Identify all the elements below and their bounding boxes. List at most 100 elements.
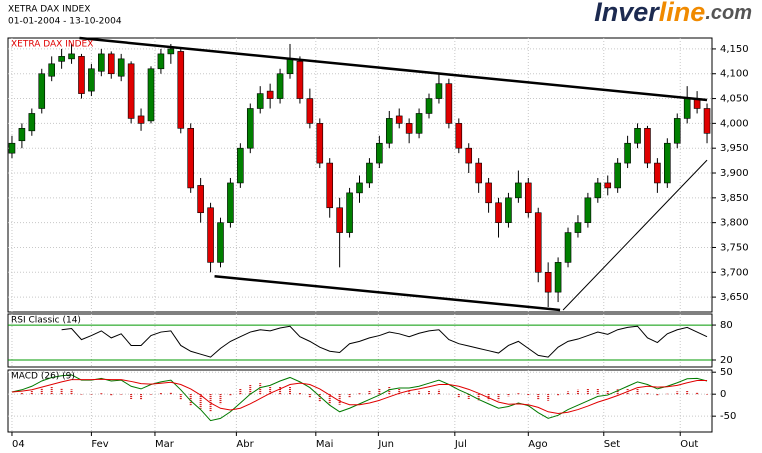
- y-tick-label: 4,000: [720, 118, 749, 129]
- candle-body: [48, 63, 55, 77]
- candle-body: [574, 222, 582, 233]
- y-tick-label: 3,650: [720, 292, 749, 303]
- candle-body: [415, 113, 423, 134]
- candle-body: [38, 73, 46, 109]
- candle-body: [594, 182, 602, 199]
- y-tick-label: 50: [720, 367, 733, 378]
- candle-body: [316, 123, 324, 164]
- candle-body: [554, 262, 562, 293]
- line: [11, 374, 708, 422]
- candle-body: [68, 53, 75, 60]
- y-tick-label: 3,800: [720, 218, 749, 229]
- candle-body: [326, 162, 334, 209]
- panel-title: RSI Classic (14): [11, 316, 81, 326]
- candle-body: [256, 93, 264, 109]
- candle-body: [58, 56, 65, 62]
- candle-body: [187, 128, 195, 189]
- y-tick-label: 20: [720, 355, 733, 366]
- candle-body: [177, 51, 185, 129]
- title: XETRA DAX INDEX: [8, 5, 90, 15]
- logo-part: Inver: [594, 0, 660, 27]
- candle-body: [425, 98, 433, 114]
- candle-body: [445, 83, 453, 124]
- candle-body: [157, 53, 165, 70]
- logo-part: line: [659, 0, 706, 27]
- panel-frame: [7, 313, 713, 368]
- x-tick-label: Abr: [236, 439, 254, 450]
- candle-body: [127, 63, 135, 119]
- y-tick-label: 3,950: [720, 143, 749, 154]
- candle-body: [107, 53, 115, 75]
- panel-frame: [7, 37, 713, 313]
- candle-body: [366, 162, 373, 184]
- y-tick-label: 80: [720, 320, 733, 331]
- date-range: 01-01-2004 - 13-10-2004: [8, 17, 122, 27]
- candle-body: [634, 128, 641, 144]
- candle-body: [137, 115, 145, 124]
- x-tick-label: 04: [12, 439, 25, 450]
- x-tick-label: Jul: [454, 439, 467, 450]
- candle-body: [654, 162, 661, 184]
- line: [61, 325, 708, 358]
- trend-line: [562, 159, 708, 311]
- candle-body: [246, 108, 254, 149]
- candle-body: [644, 128, 651, 164]
- x-tick-label: Fev: [91, 439, 108, 450]
- y-tick-label: 0: [720, 389, 726, 400]
- candle-body: [296, 61, 304, 99]
- candle-body: [237, 147, 244, 184]
- candle-body: [534, 212, 542, 273]
- candle-body: [385, 118, 393, 144]
- y-tick-label: 3,750: [720, 242, 749, 253]
- x-tick-label: Mai: [316, 439, 334, 450]
- candle-body: [227, 182, 234, 223]
- candle-body: [485, 182, 492, 204]
- y-tick-label: 3,850: [720, 193, 749, 204]
- y-tick-label: 3,700: [720, 267, 749, 278]
- candle-body: [276, 73, 284, 99]
- candle-body: [664, 142, 671, 184]
- candle-body: [167, 48, 175, 55]
- y-tick-label: -50: [720, 411, 736, 422]
- candle-body: [465, 147, 473, 164]
- logo: Inverline.com: [594, 0, 752, 27]
- candle-body: [336, 207, 343, 233]
- x-tick-label: Set: [604, 439, 621, 450]
- candle-body: [564, 232, 572, 263]
- candle-body: [117, 58, 125, 77]
- candle-body: [147, 68, 155, 122]
- trend-line: [214, 275, 561, 312]
- candle-body: [515, 182, 522, 199]
- candle-body: [525, 182, 532, 214]
- candle-body: [376, 142, 383, 164]
- candle-body: [544, 271, 552, 293]
- candle-body: [614, 162, 621, 189]
- candle-body: [306, 98, 314, 124]
- x-tick-label: Mar: [155, 439, 175, 450]
- candle-body: [356, 182, 363, 194]
- y-tick-label: 3,900: [720, 168, 749, 179]
- candle-body: [624, 142, 631, 164]
- candle-body: [395, 115, 403, 124]
- candle-body: [703, 108, 711, 134]
- candle-body: [346, 192, 353, 233]
- candle-body: [217, 222, 224, 263]
- candle-body: [604, 182, 612, 189]
- candle-body: [475, 162, 482, 184]
- candle-body: [78, 56, 85, 94]
- y-tick-label: 4,150: [720, 44, 749, 55]
- x-tick-label: Jun: [377, 439, 394, 450]
- candle-body: [8, 142, 16, 154]
- y-tick-label: 4,050: [720, 94, 749, 105]
- candle-body: [266, 90, 274, 99]
- candle-body: [405, 123, 413, 134]
- candle-body: [98, 53, 105, 72]
- x-tick-label: Out: [680, 439, 698, 450]
- y-tick-label: 4,100: [720, 69, 749, 80]
- candle-body: [505, 197, 512, 223]
- candle-body: [584, 197, 592, 223]
- panel-title: XETRA DAX INDEX: [11, 40, 93, 50]
- candle-body: [18, 128, 26, 142]
- line: [11, 378, 708, 415]
